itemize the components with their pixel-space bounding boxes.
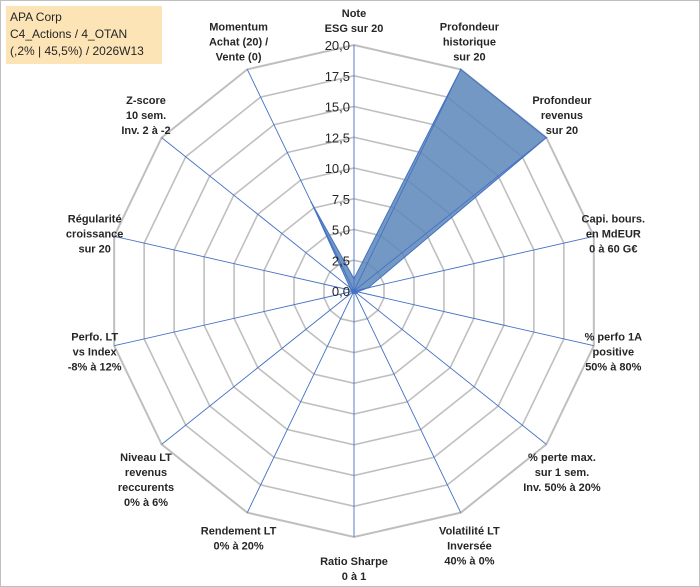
axis-label-line: positive: [593, 347, 635, 359]
axis-label-0: Note ESG sur 20: [325, 8, 384, 35]
axis-label-8: Rendement LT 0% à 20%: [201, 526, 277, 553]
axis-label-line: revenus: [125, 467, 167, 479]
axis-label-3: Capi. bours. en MdEUR 0 à 60 G€: [582, 213, 646, 255]
axis-label-line: Perfo. LT: [71, 332, 118, 344]
data-point: [352, 290, 354, 293]
data-point: [459, 68, 462, 71]
axis-label-line: 0 à 60 G€: [589, 243, 637, 255]
axis-label-1: Profondeur historique sur 20: [440, 21, 500, 63]
data-point: [351, 291, 353, 294]
axis-label-line: 0 à 1: [342, 571, 366, 583]
axis-label-line: Volatilité LT: [439, 526, 500, 538]
chart-title-box: APA Corp C4_Actions / 4_OTAN (,2% | 45,5…: [6, 6, 162, 64]
axis-label-10: Perfo. LT vs Index -8% à 12%: [68, 332, 122, 374]
axis-label-7: Ratio Sharpe 0 à 1: [320, 556, 388, 583]
axis-label-line: vs Index: [73, 347, 118, 359]
axis-label-2: Profondeur revenus sur 20: [532, 95, 592, 137]
axis-label-line: Profondeur: [532, 95, 592, 107]
data-point: [310, 201, 313, 204]
axis-spoke: [114, 290, 355, 347]
axis-label-11: Régularité croissance sur 20: [66, 213, 123, 255]
axis-label-6: Volatilité LT Inversée 40% à 0%: [439, 526, 500, 568]
r-tick-label: 7,5: [332, 192, 350, 207]
axis-label-line: historique: [443, 36, 496, 48]
axis-spoke: [353, 290, 594, 347]
data-point: [545, 136, 548, 139]
r-tick-label: 15,0: [325, 100, 350, 115]
axis-label-9: Niveau LT revenus reccurents 0% à 6%: [118, 452, 174, 509]
axis-label-line: % perte max.: [528, 452, 596, 464]
axis-spoke: [353, 137, 547, 292]
r-tick-label: 2,5: [332, 253, 350, 268]
r-tick-label: 5,0: [332, 223, 350, 238]
axis-label-5: % perte max. sur 1 sem. Inv. 50% à 20%: [523, 452, 601, 494]
axis-label-line: 0% à 20%: [214, 541, 264, 553]
axis-label-4: % perfo 1A positive 50% à 80%: [585, 332, 643, 374]
r-tick-label: 10,0: [325, 161, 350, 176]
axis-label-line: Vente (0): [216, 51, 262, 63]
axis-spoke: [161, 290, 355, 445]
axis-label-line: Ratio Sharpe: [320, 556, 388, 568]
axis-label-line: 50% à 80%: [585, 362, 641, 374]
axis-label-line: Régularité: [68, 213, 122, 225]
axis-spoke: [353, 290, 462, 513]
data-point: [356, 291, 359, 293]
data-point: [367, 286, 370, 289]
axis-label-line: Niveau LT: [120, 452, 172, 464]
axis-spoke: [353, 69, 462, 292]
r-tick-label: 20,0: [325, 38, 350, 53]
data-point: [356, 292, 358, 295]
axis-spoke: [353, 290, 547, 445]
axis-label-line: Z-score: [126, 95, 166, 107]
axis-label-line: Capi. bours.: [582, 213, 646, 225]
axis-label-line: sur 20: [78, 243, 110, 255]
axis-label-12: Z-score 10 sem. Inv. 2 à -2: [121, 95, 170, 137]
axis-label-13: Momentum Achat (20) / Vente (0): [209, 21, 268, 63]
axis-label-line: Inversée: [447, 541, 492, 553]
axis-spoke: [246, 69, 355, 292]
axis-label-line: % perfo 1A: [585, 332, 643, 344]
axis-label-line: 10 sem.: [126, 110, 166, 122]
axis-label-line: Momentum: [209, 21, 268, 33]
title-line-company: APA Corp: [10, 10, 62, 24]
axis-label-line: Inv. 2 à -2: [121, 125, 170, 137]
axis-label-line: Note: [342, 8, 366, 20]
axis-label-line: sur 20: [453, 51, 485, 63]
axis-label-line: croissance: [66, 228, 123, 240]
axis-label-line: sur 1 sem.: [535, 467, 589, 479]
data-point: [353, 277, 355, 280]
axis-label-line: 0% à 6%: [124, 497, 168, 509]
axis-spoke: [353, 235, 594, 292]
r-tick-label: 12,5: [325, 130, 350, 145]
axis-label-line: revenus: [541, 110, 583, 122]
axis-label-line: Profondeur: [440, 21, 500, 33]
axis-label-line: -8% à 12%: [68, 362, 122, 374]
data-point: [350, 289, 353, 292]
data-point: [349, 287, 351, 289]
axis-label-line: 40% à 0%: [444, 556, 494, 568]
data-point: [354, 292, 356, 295]
data-point: [353, 291, 355, 294]
axis-label-line: Achat (20) /: [209, 36, 268, 48]
axis-spoke: [114, 235, 355, 292]
title-line-stats: (,2% | 45,5%) / 2026W13: [10, 44, 144, 58]
axis-label-line: reccurents: [118, 482, 174, 494]
axis-label-line: en MdEUR: [586, 228, 641, 240]
axis-spoke: [246, 290, 355, 513]
axis-label-line: ESG sur 20: [325, 23, 384, 35]
axis-label-line: Inv. 50% à 20%: [523, 482, 601, 494]
axis-label-line: Rendement LT: [201, 526, 277, 538]
r-tick-label: 17,5: [325, 69, 350, 84]
title-line-category: C4_Actions / 4_OTAN: [10, 27, 128, 41]
r-tick-label: 0,0: [332, 284, 350, 299]
axis-label-line: sur 20: [546, 125, 578, 137]
axis-spoke: [161, 137, 355, 292]
